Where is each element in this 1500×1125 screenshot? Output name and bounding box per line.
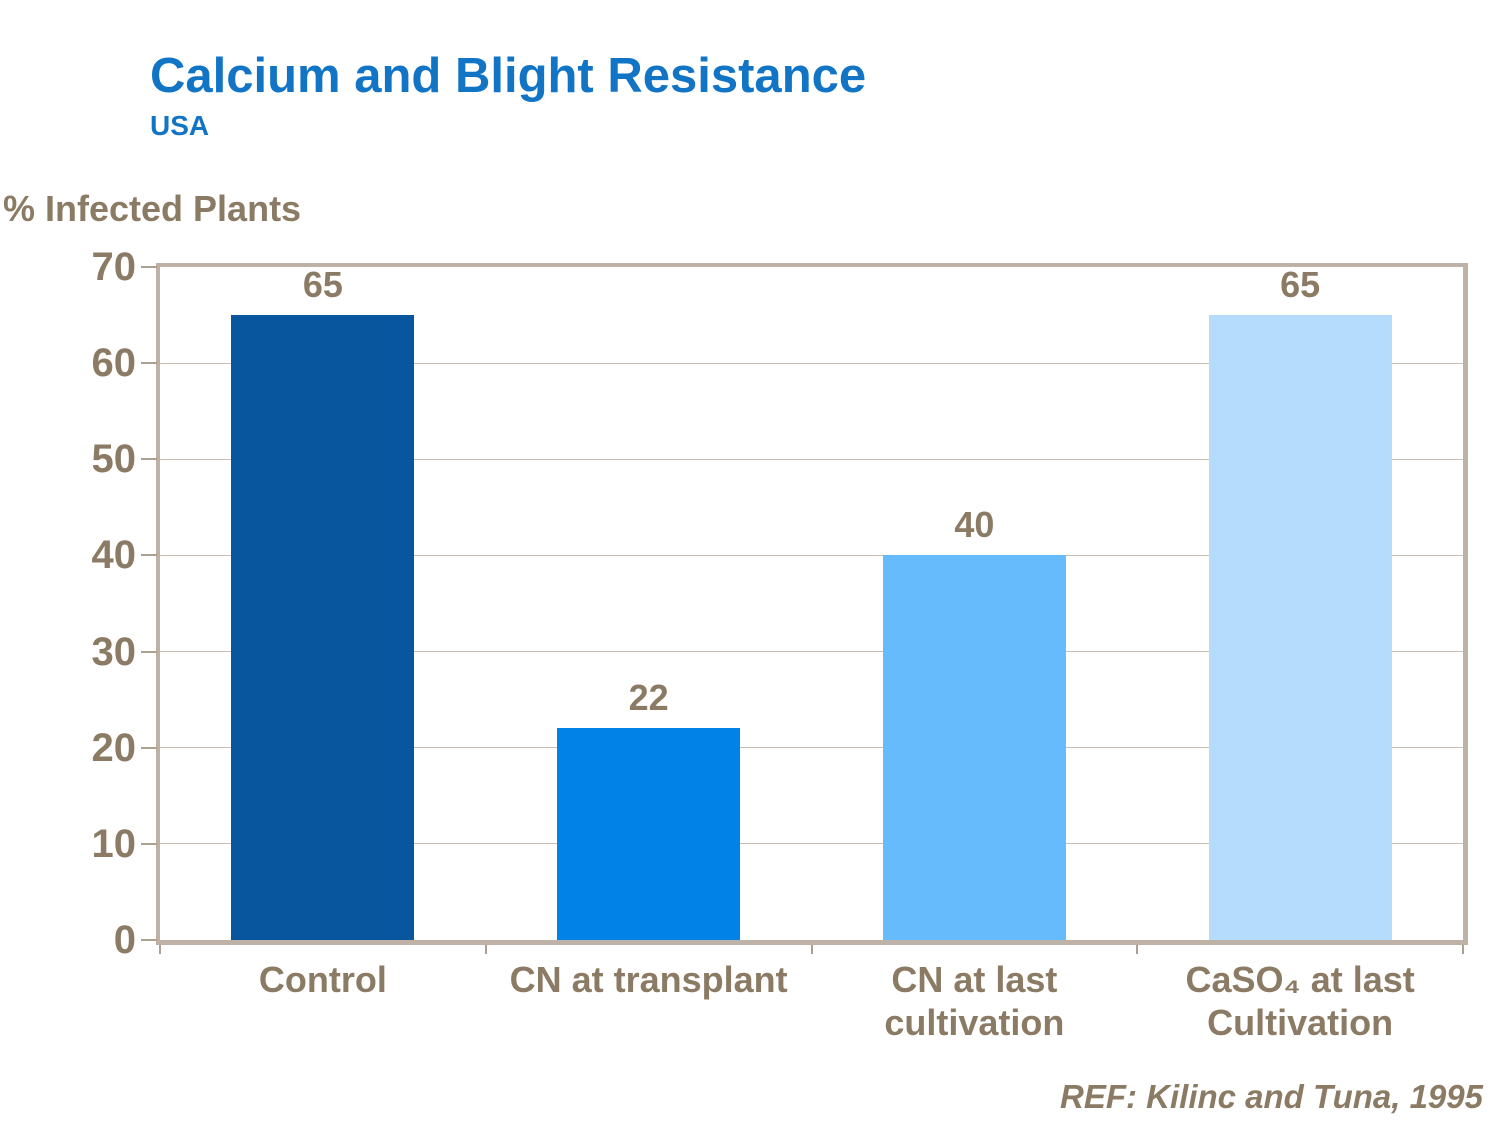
chart-subtitle: USA [150,110,210,141]
x-axis-category-label: Control [258,959,387,1000]
y-axis-tick-label: 20 [91,725,137,770]
y-axis-tick-label: 50 [91,437,137,482]
y-axis-title: % Infected Plants [3,188,302,229]
gridline [160,843,1463,845]
y-axis-tick [141,746,157,749]
gridline [160,554,1463,556]
y-axis-tick [141,939,157,941]
x-axis-tick [1136,945,1139,954]
y-axis-tick [141,362,157,365]
bar-value-label: 65 [302,264,343,306]
y-axis-tick [141,458,157,461]
x-axis-tick [810,945,813,954]
y-axis-tick-label: 30 [91,629,137,674]
x-axis-category-label: CN at last cultivation [884,959,1065,1043]
x-axis-tick [159,945,161,954]
gridline [160,458,1463,460]
y-axis-tick-label: 60 [91,341,137,386]
plot-area: 65 22 40 65 [156,263,1468,945]
gridline [160,362,1463,364]
reference-citation: REF: Kilinc and Tuna, 1995 [1060,1078,1483,1115]
y-axis-tick-label: 40 [91,533,137,578]
bar [557,728,741,940]
chart-title: Calcium and Blight Resistance [150,49,867,103]
gridline [160,651,1463,653]
y-axis-tick [141,650,157,653]
bar [882,555,1066,940]
x-axis-category-label: CaSO₄ at last Cultivation [1185,959,1415,1043]
bar-value-label: 40 [954,504,995,546]
x-axis-tick [484,945,487,954]
y-axis-tick-label: 0 [113,918,136,962]
bar-value-label: 65 [1280,264,1321,306]
y-axis-tick [141,266,157,268]
x-axis-tick [1462,945,1464,954]
y-axis-tick [141,842,157,845]
y-axis-tick-label: 70 [91,245,137,289]
x-axis-category-label: CN at transplant [509,959,788,1000]
bar [231,315,415,940]
y-axis-tick [141,554,157,557]
y-axis-tick-label: 10 [91,821,137,866]
gridline [160,747,1463,749]
bar [1208,315,1392,940]
bar-value-label: 22 [628,677,669,719]
